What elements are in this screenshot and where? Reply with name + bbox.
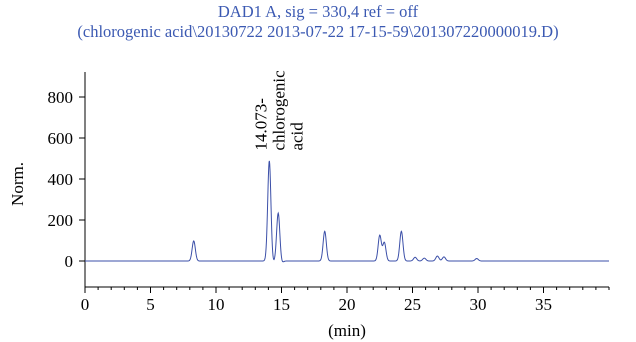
y-tick-label: 200 <box>48 211 74 230</box>
x-tick-label: 35 <box>535 295 552 314</box>
peak-annotation: 14.073- chlorogenic acid <box>251 70 306 151</box>
peak-label-line: chlorogenic <box>269 70 288 151</box>
axes: 0 200 400 600 800 0 5 10 15 20 25 30 35 <box>48 72 610 314</box>
peak-label-line: acid <box>287 122 306 151</box>
x-tick-label: 10 <box>208 295 225 314</box>
x-tick-label: 30 <box>470 295 487 314</box>
chart-subtitle: (chlorogenic acid\20130722 2013-07-22 17… <box>77 22 559 41</box>
x-tick-label: 5 <box>146 295 155 314</box>
peak-label-line: 14.073- <box>251 98 270 151</box>
y-tick-label: 400 <box>48 170 74 189</box>
x-tick-label: 25 <box>404 295 421 314</box>
y-tick-label: 800 <box>48 88 74 107</box>
x-tick-label: 20 <box>339 295 356 314</box>
x-axis-label: (min) <box>328 321 366 340</box>
x-tick-label: 0 <box>81 295 90 314</box>
chromatogram-trace <box>85 160 609 263</box>
y-tick-label: 600 <box>48 129 74 148</box>
x-tick-label: 15 <box>273 295 290 314</box>
chart-title: DAD1 A, sig = 330,4 ref = off <box>217 2 419 21</box>
y-tick-label: 0 <box>65 252 74 271</box>
y-axis-label: Norm. <box>8 162 27 206</box>
